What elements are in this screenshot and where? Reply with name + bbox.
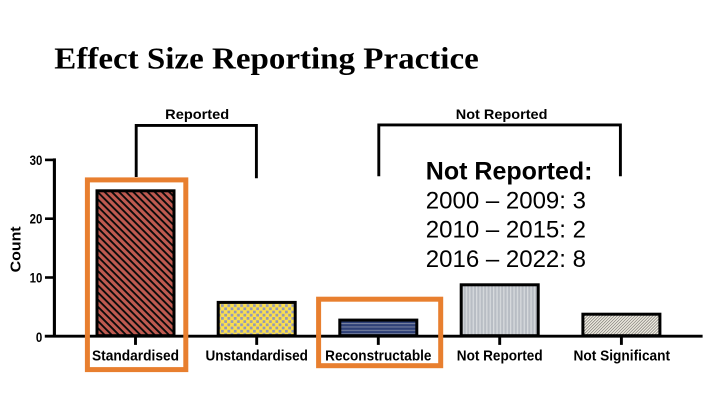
svg-text:Reported: Reported (165, 106, 229, 122)
svg-text:Count: Count (8, 226, 24, 272)
svg-text:Reconstructable: Reconstructable (325, 347, 431, 364)
svg-text:Effect Size Reporting Practice: Effect Size Reporting Practice (54, 41, 479, 76)
svg-text:10: 10 (30, 270, 43, 286)
svg-text:2016 – 2022: 8: 2016 – 2022: 8 (426, 246, 586, 273)
svg-text:0: 0 (36, 329, 43, 345)
svg-text:2010 – 2015: 2: 2010 – 2015: 2 (426, 217, 586, 244)
svg-text:Not Reported: Not Reported (456, 106, 548, 122)
svg-text:Not Reported: Not Reported (457, 347, 543, 364)
svg-text:2000 – 2009: 3: 2000 – 2009: 3 (426, 187, 586, 214)
svg-text:Not Reported:: Not Reported: (426, 158, 593, 186)
svg-text:20: 20 (30, 211, 43, 227)
svg-text:Standardised: Standardised (92, 347, 179, 364)
svg-text:Not Significant: Not Significant (574, 347, 671, 364)
svg-text:30: 30 (30, 152, 43, 168)
svg-text:Unstandardised: Unstandardised (205, 347, 308, 364)
